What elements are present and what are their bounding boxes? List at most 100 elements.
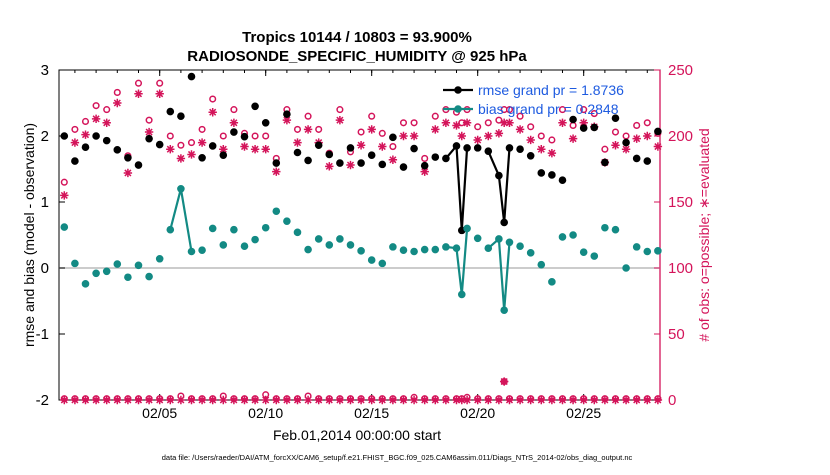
- bias-marker: [484, 244, 493, 252]
- bias-marker: [102, 267, 111, 276]
- possible-obs-marker: [71, 125, 79, 133]
- evaluated-obs-marker: [558, 118, 567, 127]
- x-tick-label: 02/20: [460, 405, 495, 421]
- evaluated-obs-marker: [335, 395, 345, 405]
- evaluated-obs-marker: [102, 395, 111, 405]
- possible-obs-marker: [219, 132, 227, 140]
- evaluated-obs-marker: [314, 395, 323, 405]
- bias-marker: [81, 280, 90, 288]
- evaluated-obs-marker: [643, 131, 652, 141]
- rmse-marker: [346, 144, 355, 152]
- evaluated-obs-marker: [367, 125, 376, 134]
- bias-marker: [71, 259, 79, 268]
- legend-bias-label: bias grand pr = 0.2848: [478, 101, 619, 117]
- x-tick-label: 02/05: [142, 405, 177, 421]
- evaluated-obs-marker: [250, 145, 260, 154]
- rmse-marker: [654, 127, 662, 136]
- possible-obs-marker: [251, 132, 259, 140]
- evaluated-obs-marker: [378, 395, 387, 405]
- possible-obs-marker: [304, 112, 312, 120]
- rmse-marker: [124, 153, 132, 162]
- rmse-marker: [208, 142, 217, 150]
- bias-marker: [230, 225, 238, 234]
- x-tick-label: 02/10: [248, 405, 283, 421]
- rmse-marker: [145, 134, 153, 143]
- y-tick-label: 2: [41, 128, 49, 145]
- rmse-marker: [389, 133, 397, 142]
- bias-marker: [272, 207, 281, 216]
- evaluated-obs-marker: [568, 134, 578, 143]
- possible-obs-marker: [548, 136, 556, 144]
- y-right-tick-label: 0: [668, 392, 676, 409]
- bias-marker: [622, 264, 630, 272]
- rmse-marker: [516, 145, 524, 153]
- rmse-marker: [283, 110, 291, 119]
- bias-marker: [526, 249, 535, 257]
- evaluated-obs-marker: [526, 395, 535, 405]
- x-tick-label: 02/25: [566, 405, 601, 421]
- evaluated-obs-marker: [632, 395, 641, 405]
- bias-marker: [134, 261, 143, 270]
- possible-obs-marker: [81, 117, 90, 126]
- evaluated-obs-marker: [452, 121, 461, 130]
- evaluated-obs-marker: [144, 127, 154, 137]
- bias-marker: [240, 242, 249, 251]
- evaluated-obs-marker: [250, 395, 260, 405]
- bias-marker: [643, 247, 652, 256]
- evaluated-obs-marker: [621, 395, 631, 405]
- evaluated-obs-marker: [272, 167, 281, 176]
- evaluated-obs-marker: [457, 131, 466, 141]
- evaluated-obs-marker: [123, 168, 133, 178]
- y-right-tick-label: 150: [668, 194, 693, 211]
- x-axis-label: Feb.01,2014 00:00:00 start: [273, 427, 441, 443]
- bias-marker: [357, 247, 365, 255]
- evaluated-obs-marker: [409, 131, 419, 141]
- rmse-marker: [622, 138, 630, 147]
- bias-marker: [399, 246, 408, 254]
- possible-obs-marker: [611, 128, 620, 136]
- bias-marker: [601, 223, 609, 232]
- evaluated-obs-marker: [537, 395, 546, 405]
- evaluated-obs-marker: [356, 141, 366, 150]
- bias-marker: [314, 235, 323, 243]
- legend-rmse-marker: [454, 86, 462, 94]
- evaluated-obs-marker: [568, 395, 578, 405]
- evaluated-obs-marker: [155, 395, 164, 405]
- possible-obs-marker: [643, 119, 651, 127]
- evaluated-obs-marker: [462, 118, 472, 127]
- y-right-tick-label: 250: [668, 62, 693, 79]
- possible-obs-marker: [633, 121, 641, 129]
- evaluated-obs-marker: [505, 395, 514, 405]
- bias-marker: [537, 260, 546, 269]
- rmse-marker: [505, 144, 514, 152]
- evaluated-obs-marker: [272, 395, 281, 405]
- evaluated-obs-marker: [526, 135, 535, 145]
- bias-marker: [473, 234, 482, 243]
- evaluated-obs-marker: [462, 395, 472, 405]
- rmse-marker: [431, 153, 440, 161]
- evaluated-obs-marker: [499, 377, 509, 386]
- rmse-marker: [410, 144, 418, 153]
- possible-obs-marker: [156, 79, 164, 87]
- bias-marker: [325, 241, 334, 249]
- evaluated-obs-marker: [282, 115, 292, 125]
- bias-marker: [632, 243, 641, 251]
- evaluated-obs-marker: [505, 118, 514, 127]
- bias-marker: [548, 278, 556, 286]
- evaluated-obs-marker: [187, 395, 196, 405]
- possible-obs-marker: [527, 123, 535, 131]
- evaluated-obs-marker: [643, 395, 652, 405]
- bias-marker: [378, 259, 387, 268]
- evaluated-obs-marker: [367, 395, 376, 405]
- evaluated-obs-marker: [197, 395, 207, 405]
- evaluated-obs-marker: [473, 395, 482, 405]
- evaluated-obs-marker: [208, 395, 217, 405]
- possible-obs-marker: [421, 154, 429, 162]
- rmse-marker: [60, 132, 69, 140]
- possible-obs-marker: [336, 106, 344, 114]
- bias-marker: [452, 244, 461, 252]
- evaluated-obs-marker: [484, 395, 493, 405]
- possible-obs-marker: [378, 129, 386, 137]
- evaluated-obs-marker: [579, 118, 588, 127]
